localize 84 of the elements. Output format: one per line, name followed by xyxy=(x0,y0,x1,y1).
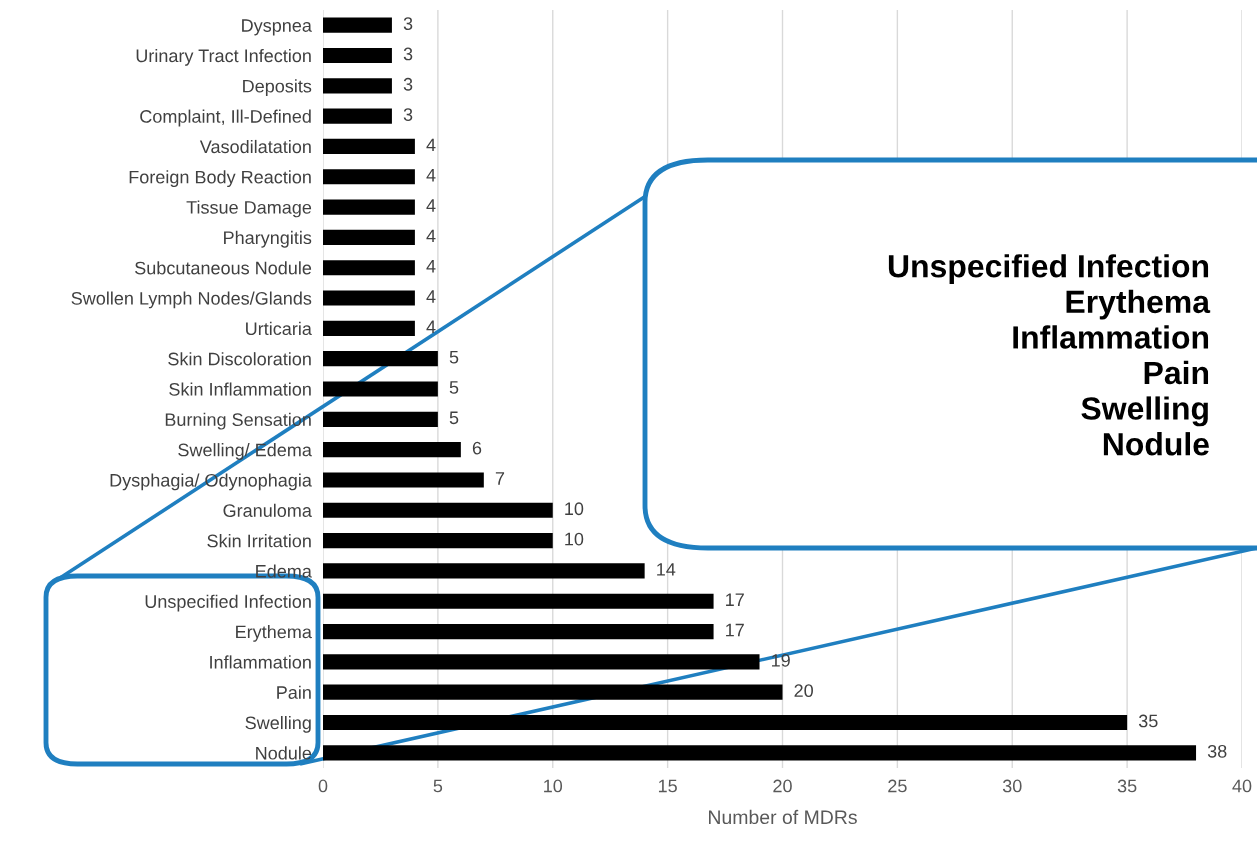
data-label: 4 xyxy=(426,169,436,182)
bar xyxy=(323,138,415,155)
data-label: 4 xyxy=(426,229,436,243)
data-label: 14 xyxy=(657,563,676,576)
bar xyxy=(323,502,553,518)
bar xyxy=(323,229,415,245)
data-label: 35 xyxy=(1138,714,1158,728)
data-label: 5 xyxy=(449,411,459,425)
x-tick-label: 10 xyxy=(544,779,563,793)
data-label: 17 xyxy=(726,623,744,637)
bar xyxy=(323,411,438,427)
bar xyxy=(323,108,392,124)
bar xyxy=(323,199,415,215)
data-label: 5 xyxy=(449,381,459,394)
bar xyxy=(323,533,553,549)
y-tick-label: Nodule xyxy=(256,746,312,760)
annotation: Unspecified Infection Erythema Inflammation Pain Swelling Nodule xyxy=(888,254,1211,456)
y-tick-label: Swollen Lymph Nodes/Glands xyxy=(71,291,312,309)
bar xyxy=(323,472,484,488)
bar xyxy=(323,17,392,33)
y-tick-label: Subcutaneous Nodule xyxy=(135,261,312,275)
data-label: 3 xyxy=(403,17,413,31)
y-tick-label: Urinary Tract Infection xyxy=(136,48,311,66)
bar xyxy=(323,654,760,670)
data-label: 6 xyxy=(472,441,482,455)
bar xyxy=(323,260,415,276)
y-tick-label: Dyspnea xyxy=(242,19,312,36)
bar xyxy=(323,47,392,64)
y-tick-label: Skin Irritation xyxy=(207,534,311,548)
data-label: 3 xyxy=(403,47,413,61)
x-axis-title: Number of MDRs xyxy=(709,809,857,825)
y-tick-label: Granuloma xyxy=(223,503,312,517)
data-label: 5 xyxy=(449,350,459,364)
data-label: 10 xyxy=(565,532,584,546)
x-tick-label: 0 xyxy=(318,779,328,793)
data-label: 4 xyxy=(426,320,436,334)
bar xyxy=(323,351,438,367)
data-label: 4 xyxy=(426,199,436,212)
data-label: 19 xyxy=(772,653,790,667)
data-label: 10 xyxy=(565,502,584,516)
bar xyxy=(323,593,714,609)
data-label: 3 xyxy=(403,108,413,121)
y-tick-label: Dysphagia/ Odynophagia xyxy=(110,473,312,491)
y-tick-label: Vasodilatation xyxy=(199,139,311,154)
x-tick-label: 20 xyxy=(773,779,792,793)
y-tick-label: Swelling/ Edema xyxy=(178,443,312,460)
bar xyxy=(323,320,415,336)
data-label: 7 xyxy=(495,472,505,485)
y-tick-label: Pharyngitis xyxy=(224,230,312,248)
bar xyxy=(323,381,438,397)
x-tick-label: 15 xyxy=(658,779,677,793)
y-tick-label: Inflammation xyxy=(210,655,311,669)
bar xyxy=(323,78,392,94)
data-label: 38 xyxy=(1207,744,1227,758)
bar xyxy=(323,714,1128,731)
y-tick-label: Foreign Body Reaction xyxy=(129,170,311,188)
y-tick-label: Complaint, Ill-Defined xyxy=(140,109,311,127)
x-tick-label: 30 xyxy=(1002,779,1022,793)
bar xyxy=(323,623,714,640)
data-label: 4 xyxy=(426,290,436,303)
data-label: 4 xyxy=(426,259,436,273)
y-tick-label: Pain xyxy=(277,685,311,699)
bar xyxy=(323,563,645,579)
y-tick-label: Deposits xyxy=(243,79,312,97)
x-tick-label: 5 xyxy=(433,779,443,793)
bar xyxy=(323,169,415,185)
bar xyxy=(323,442,461,458)
y-tick-label: Skin Discoloration xyxy=(168,352,311,366)
data-label: 20 xyxy=(794,684,813,698)
data-label: 3 xyxy=(403,77,413,91)
y-tick-label: Unspecified Infection xyxy=(145,594,311,612)
bar xyxy=(323,684,783,700)
y-tick-label: Skin Inflammation xyxy=(169,382,311,396)
bar xyxy=(323,290,415,306)
data-label: 4 xyxy=(426,138,436,152)
y-tick-label: Urticaria xyxy=(246,321,312,336)
x-tick-label: 40 xyxy=(1232,779,1252,793)
y-tick-label: Tissue Damage xyxy=(186,200,312,218)
x-tick-label: 25 xyxy=(888,779,907,793)
x-tick-label: 35 xyxy=(1117,779,1137,793)
data-label: 17 xyxy=(726,593,744,606)
y-tick-label: Erythema xyxy=(236,625,312,642)
bar xyxy=(323,745,1197,761)
y-tick-label: Swelling xyxy=(245,715,311,733)
